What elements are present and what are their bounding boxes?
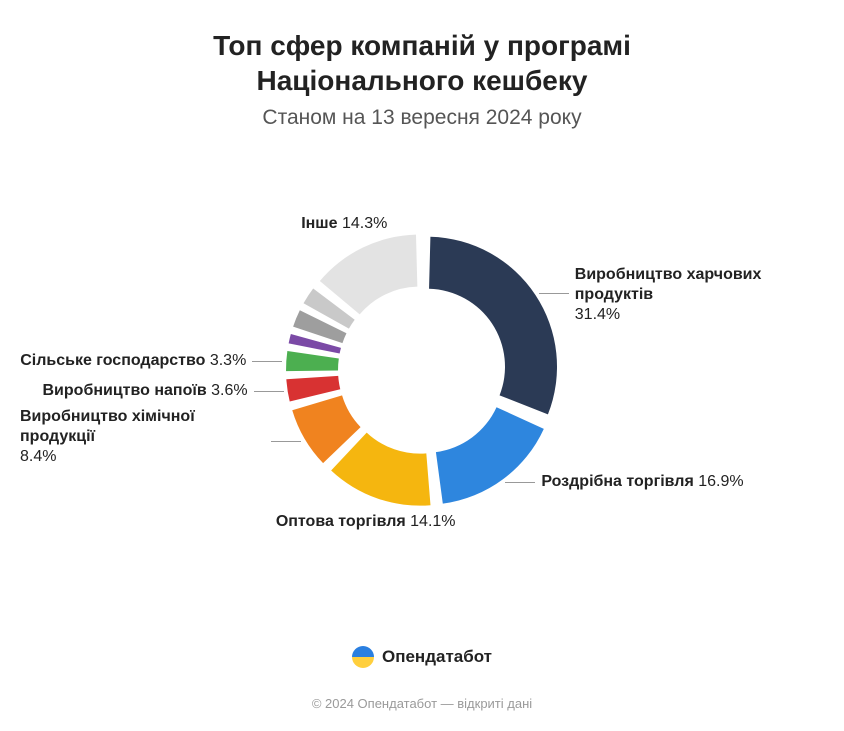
brand-logo: Опендатабот <box>352 646 492 668</box>
page: Топ сфер компаній у програмі Національно… <box>0 0 844 731</box>
slice-label: Виробництво хімічної продукції8.4% <box>20 407 265 467</box>
slice-label-name: Сільське господарство <box>20 352 205 369</box>
chart-title-line2: Національного кешбеку <box>257 65 588 96</box>
donut-slice <box>286 376 340 402</box>
slice-label-pct: 16.9% <box>694 473 744 490</box>
donut-slice <box>331 433 430 506</box>
footer-text: © 2024 Опендатабот — відкриті дані <box>0 696 844 711</box>
slice-label-name: Виробництво хімічної продукції <box>20 407 265 447</box>
leader-line <box>271 441 301 442</box>
donut-slice <box>320 235 418 315</box>
slice-label-pct: 14.3% <box>338 215 388 232</box>
slice-label-name: Виробництво напоїв <box>43 382 207 399</box>
slice-label-name: Оптова торгівля <box>276 513 406 530</box>
slice-label-name: Інше <box>301 215 337 232</box>
donut-svg <box>282 230 562 510</box>
slice-label-pct: 31.4% <box>575 306 620 323</box>
slice-label-name: Роздрібна торгівля <box>541 473 693 490</box>
logo-row: Опендатабот <box>0 646 844 673</box>
donut-slice <box>286 351 339 371</box>
chart-title: Топ сфер компаній у програмі Національно… <box>20 28 824 98</box>
slice-label: Роздрібна торгівля 16.9% <box>541 472 743 492</box>
slice-label-name: Виробництво харчових продуктів <box>575 265 805 305</box>
chart-subtitle: Станом на 13 вересня 2024 року <box>20 106 824 130</box>
slice-label-pct: 3.6% <box>207 382 248 399</box>
slice-label: Сільське господарство 3.3% <box>20 351 246 371</box>
slice-label-pct: 3.3% <box>205 352 246 369</box>
slice-label-pct: 14.1% <box>406 513 456 530</box>
brand-logo-text: Опендатабот <box>382 647 492 667</box>
donut-slice <box>429 237 557 415</box>
chart-title-line1: Топ сфер компаній у програмі <box>213 30 631 61</box>
donut-slice <box>436 407 544 503</box>
brand-logo-icon <box>352 646 374 668</box>
donut-chart: Виробництво харчових продуктів31.4% Роздр… <box>20 150 824 590</box>
slice-label: Виробництво напоїв 3.6% <box>43 381 248 401</box>
leader-line <box>505 482 535 483</box>
leader-line <box>254 391 284 392</box>
slice-label: Виробництво харчових продуктів31.4% <box>575 265 805 325</box>
leader-line <box>252 361 282 362</box>
slice-label: Оптова торгівля 14.1% <box>276 512 456 532</box>
slice-label-pct: 8.4% <box>20 448 56 465</box>
leader-line <box>539 293 569 294</box>
slice-label: Інше 14.3% <box>301 214 387 234</box>
